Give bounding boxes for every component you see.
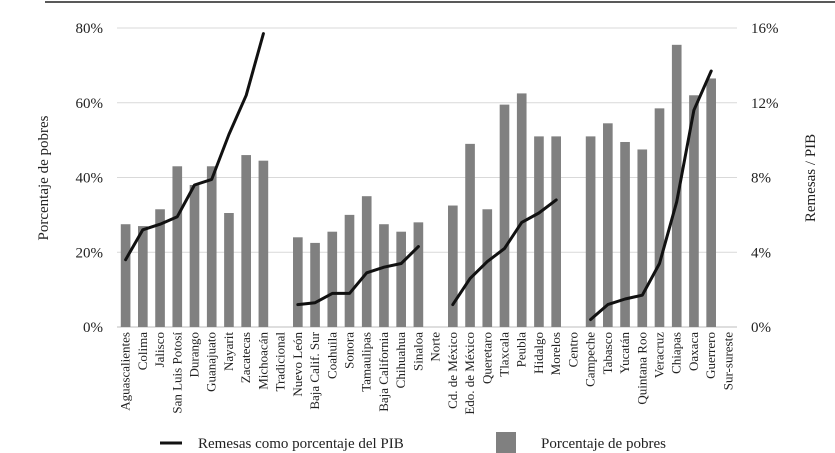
bar <box>155 209 165 327</box>
remesas-line-segment <box>296 245 420 307</box>
bar <box>706 78 716 327</box>
bar <box>361 196 372 327</box>
remesas-line-segment <box>589 69 713 321</box>
category-label: Guanajuato <box>204 332 219 392</box>
left-tick-label: 0% <box>83 320 103 336</box>
bar <box>516 93 527 327</box>
category-label: Tabasco <box>600 332 615 374</box>
category-label: Tamaulipas <box>359 332 374 392</box>
category-label: Coahuila <box>324 332 339 379</box>
legend-bar-label: Porcentaje de pobres <box>541 436 666 452</box>
category-label: Baja California <box>376 332 391 412</box>
legend: Remesas como porcentaje del PIB Porcenta… <box>160 432 666 453</box>
right-tick-label: 8% <box>751 171 771 187</box>
bar <box>671 44 682 327</box>
bar <box>189 184 200 327</box>
left-tick-label: 60% <box>76 96 104 112</box>
category-label: Michoacán <box>255 332 270 390</box>
category-label: Centro <box>565 332 580 367</box>
bar <box>224 213 234 327</box>
category-label: Sur-sureste <box>720 332 735 390</box>
category-label: Durango <box>187 332 202 378</box>
category-label: Veracruz <box>652 332 667 378</box>
category-label: Tlaxcala <box>497 332 512 377</box>
bar <box>637 149 648 327</box>
bar <box>413 222 424 327</box>
category-label: Campeche <box>583 332 598 387</box>
right-tick-label: 0% <box>751 320 771 336</box>
left-axis-title: Porcentaje de pobres <box>36 115 52 240</box>
category-label: Chiapas <box>669 332 684 374</box>
category-label: Morelos <box>548 332 563 375</box>
bar <box>120 224 131 327</box>
category-labels: Aguascalientes Colima Jalisco San Luis Poto… <box>118 331 736 414</box>
bar <box>620 141 630 327</box>
legend-line-label: Remesas como porcentaje del PIB <box>198 436 404 452</box>
bar <box>499 104 510 328</box>
bar <box>379 224 389 327</box>
bar <box>310 242 320 327</box>
category-label: Baja Calif. Sur <box>307 331 322 409</box>
category-label: Peubla <box>514 332 529 368</box>
bar <box>534 136 544 327</box>
right-tick-label: 12% <box>751 96 779 112</box>
bar <box>603 123 613 328</box>
bar <box>206 166 217 327</box>
right-axis-title: Remesas / PIB <box>803 134 819 222</box>
category-label: Edo. de México <box>462 332 477 415</box>
category-label: San Luis Potosí <box>169 332 184 414</box>
line-series <box>124 32 713 321</box>
bar-series <box>120 44 716 328</box>
right-axis-ticks: 0% 4% 8% 12% 16% <box>751 21 779 336</box>
category-label: Quintana Roo <box>634 332 649 405</box>
right-tick-label: 16% <box>751 21 779 37</box>
category-label: Tradicional <box>273 332 288 392</box>
bar <box>327 231 338 327</box>
category-label: Cd. de México <box>445 332 460 409</box>
bar <box>241 155 251 327</box>
bar <box>654 108 665 327</box>
category-label: Yucatán <box>617 332 632 374</box>
category-label: Guerrero <box>703 332 718 379</box>
bar <box>482 209 493 327</box>
category-label: Zacatecas <box>238 332 253 383</box>
bar <box>138 226 148 327</box>
bar <box>258 160 269 327</box>
bar <box>293 237 303 327</box>
category-label: Hidalgo <box>531 332 546 374</box>
category-label: Nayarit <box>221 332 236 371</box>
bar <box>448 205 458 327</box>
category-label: Sonora <box>342 332 357 369</box>
category-label: Sinaloa <box>410 332 425 371</box>
right-tick-label: 4% <box>751 245 771 261</box>
category-label: Oaxaca <box>686 332 701 371</box>
category-label: Queretaro <box>479 332 494 384</box>
left-tick-label: 40% <box>76 171 104 187</box>
bar <box>172 166 183 327</box>
category-label: Colima <box>135 332 150 371</box>
remesas-line-segment <box>124 32 265 262</box>
left-axis-ticks: 0% 20% 40% 60% 80% <box>76 21 104 336</box>
category-label: Nuevo León <box>290 332 305 397</box>
category-label: Chihuahua <box>393 332 408 389</box>
legend-bar-swatch <box>496 432 516 453</box>
bar <box>551 136 561 327</box>
category-label: Aguascalientes <box>118 332 133 411</box>
bar <box>585 136 596 327</box>
bar <box>396 231 406 327</box>
bar <box>344 214 355 327</box>
gridlines <box>117 27 737 328</box>
category-label: Jalisco <box>152 332 167 367</box>
category-label: Norte <box>428 332 443 362</box>
remesas-line-segment <box>451 198 558 307</box>
bar <box>465 143 475 327</box>
left-tick-label: 80% <box>76 21 104 37</box>
bar <box>689 95 699 328</box>
left-tick-label: 20% <box>76 245 104 261</box>
